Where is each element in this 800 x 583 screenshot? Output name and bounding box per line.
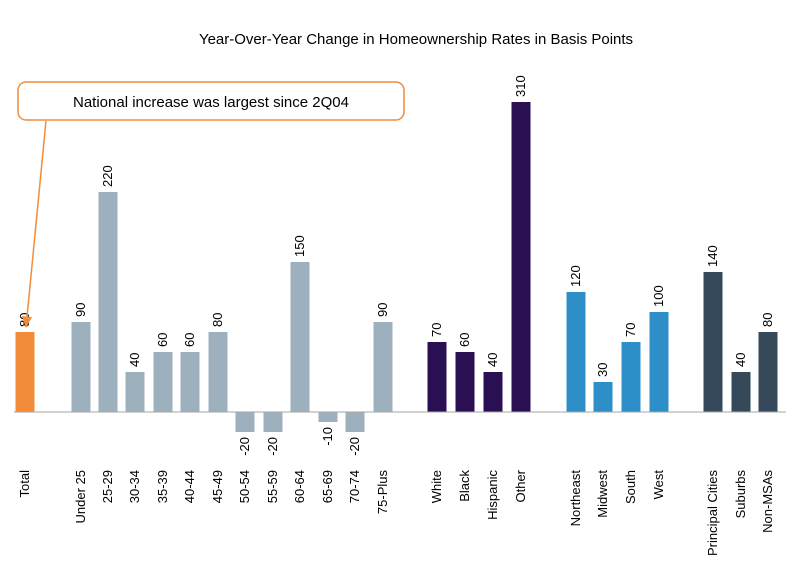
data-label: -20 [347, 437, 362, 456]
data-label: 120 [568, 265, 583, 287]
category-label: Non-MSAs [760, 470, 775, 533]
category-label: Suburbs [733, 470, 748, 519]
data-label: 90 [73, 303, 88, 317]
category-label: Black [457, 470, 472, 502]
bar-hispanic [483, 372, 503, 412]
category-label: Under 25 [73, 470, 88, 523]
bar-total [15, 332, 35, 412]
bar-70-74 [345, 412, 365, 432]
data-label: 60 [182, 333, 197, 347]
data-label: 90 [375, 303, 390, 317]
annotation-text: National increase was largest since 2Q04 [73, 94, 349, 111]
bar-west [649, 312, 669, 412]
annotation-callout: National increase was largest since 2Q04 [17, 81, 405, 328]
annotation-arrowhead [22, 316, 32, 328]
data-label: 40 [485, 353, 500, 367]
data-label: 150 [292, 235, 307, 257]
data-label: 40 [127, 353, 142, 367]
category-label: 40-44 [182, 470, 197, 503]
bar-midwest [593, 382, 613, 412]
bar-45-49 [208, 332, 228, 412]
category-label: Total [17, 470, 32, 498]
bar-55-59 [263, 412, 283, 432]
category-label: West [651, 470, 666, 500]
category-label: 35-39 [155, 470, 170, 503]
bar-principal-cities [703, 272, 723, 412]
data-label: -20 [237, 437, 252, 456]
category-label: 30-34 [127, 470, 142, 503]
bar-other [511, 102, 531, 412]
chart-title: Year-Over-Year Change in Homeownership R… [199, 31, 633, 48]
bar-50-54 [235, 412, 255, 432]
category-label: 50-54 [237, 470, 252, 503]
data-label: -10 [320, 427, 335, 446]
bar-35-39 [153, 352, 173, 412]
category-label: White [429, 470, 444, 503]
category-label: 45-49 [210, 470, 225, 503]
category-label: Hispanic [485, 470, 500, 520]
bar-under-25 [71, 322, 91, 412]
bar-white [427, 342, 447, 412]
data-label: 100 [651, 285, 666, 307]
bars-layer [15, 102, 778, 432]
bar-south [621, 342, 641, 412]
annotation-box [17, 81, 405, 121]
data-label: 140 [705, 245, 720, 267]
data-label: 70 [623, 323, 638, 337]
bar-40-44 [180, 352, 200, 412]
bar-25-29 [98, 192, 118, 412]
bar-75-plus [373, 322, 393, 412]
bar-northeast [566, 292, 586, 412]
category-label: 70-74 [347, 470, 362, 503]
data-label: 30 [595, 363, 610, 377]
data-label: 60 [155, 333, 170, 347]
bar-non-msas [758, 332, 778, 412]
bar-30-34 [125, 372, 145, 412]
data-label: 40 [733, 353, 748, 367]
data-label: 80 [210, 313, 225, 327]
annotation-arrow [26, 120, 47, 318]
bar-black [455, 352, 475, 412]
category-label: South [623, 470, 638, 504]
category-label: Midwest [595, 470, 610, 518]
data-label: 70 [429, 323, 444, 337]
labels-layer: 80 Total 90 Under 25 220 25-29 40 30-34 60 35-39 6… [17, 75, 775, 556]
data-label: -20 [265, 437, 280, 456]
category-label: Northeast [568, 470, 583, 527]
data-label: 220 [100, 165, 115, 187]
bar-suburbs [731, 372, 751, 412]
data-label: 60 [457, 333, 472, 347]
category-label: 60-64 [292, 470, 307, 503]
category-label: 25-29 [100, 470, 115, 503]
category-label: 75-Plus [375, 470, 390, 515]
category-label: 55-59 [265, 470, 280, 503]
data-label: 80 [760, 313, 775, 327]
category-label: Other [513, 469, 528, 502]
data-label: 310 [513, 75, 528, 97]
category-label: Principal Cities [705, 470, 720, 556]
category-label: 65-69 [320, 470, 335, 503]
bar-60-64 [290, 262, 310, 412]
bar-65-69 [318, 412, 338, 422]
